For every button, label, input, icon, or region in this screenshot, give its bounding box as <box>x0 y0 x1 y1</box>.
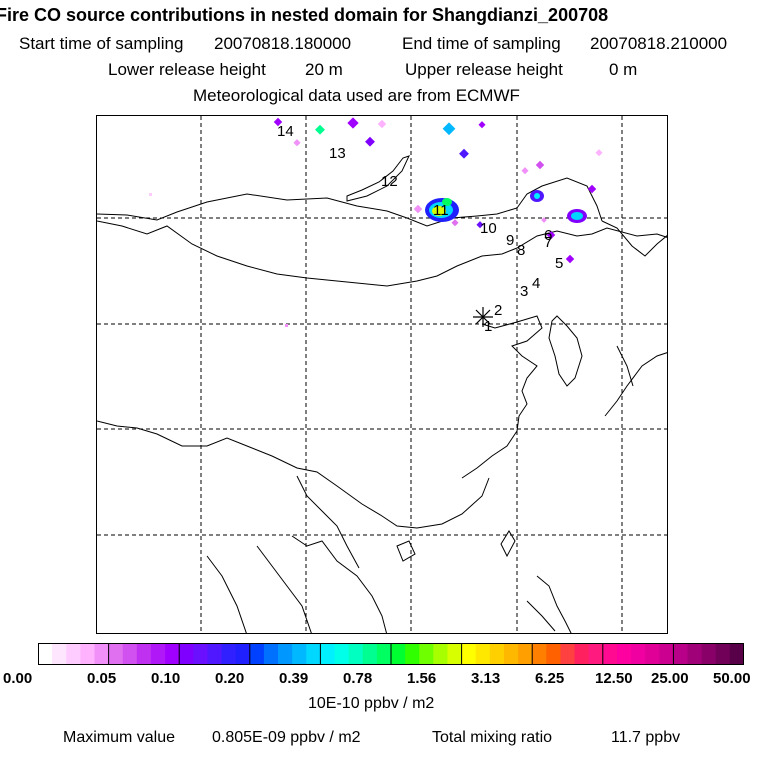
point-label: 10 <box>480 220 497 237</box>
point-label: 6 <box>544 227 553 244</box>
colorbar-swatch <box>94 643 110 665</box>
point-label: 13 <box>329 145 346 162</box>
colorbar-swatch <box>405 643 420 665</box>
colorbar-tick: 50.00 <box>713 670 751 687</box>
colorbar-swatch <box>475 643 491 665</box>
max-value: 0.805E-09 ppbv / m2 <box>212 729 361 746</box>
colorbar-swatch <box>207 643 223 665</box>
colorbar-swatch <box>687 643 703 665</box>
point-label: 8 <box>517 242 526 259</box>
colorbar-swatch <box>489 643 505 665</box>
lower-release-label: Lower release height <box>108 60 266 79</box>
map-title: Fire CO source contributions in nested d… <box>0 5 609 25</box>
coastlines-borders <box>97 155 667 633</box>
colorbar-swatch <box>532 643 547 665</box>
colorbar-swatch <box>249 643 265 665</box>
colorbar-swatch <box>645 643 660 665</box>
colorbar-swatch <box>263 643 279 665</box>
colorbar-swatch <box>659 643 674 665</box>
point-label: 12 <box>381 173 398 190</box>
colorbar-swatch <box>588 643 604 665</box>
colorbar-tick: 0.10 <box>151 670 181 687</box>
colorbar-swatch <box>376 643 392 665</box>
colorbar <box>38 643 744 665</box>
colorbar-swatch <box>602 643 618 665</box>
asterisk-icon <box>473 307 493 327</box>
point-label: 1 <box>484 318 493 335</box>
upper-release-label: Upper release height <box>405 60 563 79</box>
colorbar-swatch <box>391 643 406 665</box>
map-canvas <box>97 116 667 633</box>
colorbar-swatch <box>306 643 321 665</box>
colorbar-tick: 0.05 <box>87 670 117 687</box>
start-time-value: 20070818.180000 <box>214 34 352 53</box>
colorbar-swatch <box>320 643 336 665</box>
colorbar-swatch <box>38 643 53 665</box>
colorbar-swatch <box>729 643 744 665</box>
colorbar-swatch <box>503 643 519 665</box>
colorbar-swatch <box>560 643 576 665</box>
point-label: 11 <box>433 202 449 219</box>
point-label: 7 <box>544 234 553 251</box>
point-label: 2 <box>494 302 503 319</box>
colorbar-swatch <box>574 643 590 665</box>
met-data-line: Meteorological data used are from ECMWF <box>193 86 520 105</box>
colorbar-swatch <box>179 643 194 665</box>
colorbar-swatch <box>631 643 646 665</box>
colorbar-swatch <box>108 643 124 665</box>
colorbar-swatch <box>150 643 166 665</box>
point-label: 3 <box>520 283 529 300</box>
colorbar-tick: 6.25 <box>535 670 565 687</box>
map-panel: 1 2 3 4 5 6 7 8 9 10 11 12 13 14 <box>96 115 668 634</box>
colorbar-tick: 0.39 <box>279 670 309 687</box>
graticule <box>97 116 667 633</box>
colorbar-swatch <box>461 643 477 665</box>
colorbar-swatch <box>235 643 251 665</box>
colorbar-tick: 25.00 <box>651 670 689 687</box>
colorbar-outline <box>38 643 744 665</box>
colorbar-tick: 0.00 <box>3 670 33 687</box>
colorbar-tick: 1.56 <box>407 670 437 687</box>
start-time-label: Start time of sampling <box>19 34 184 53</box>
colorbar-swatch <box>80 643 95 665</box>
point-label: 5 <box>555 255 564 272</box>
point-label: 14 <box>277 123 294 140</box>
colorbar-swatch <box>165 643 180 665</box>
colorbar-swatch <box>673 643 689 665</box>
colorbar-swatch <box>136 643 152 665</box>
colorbar-swatch <box>348 643 364 665</box>
fire-plumes <box>149 117 603 327</box>
colorbar-swatch <box>701 643 717 665</box>
max-value-label: Maximum value <box>63 729 176 746</box>
colorbar-swatch <box>419 643 434 665</box>
colorbar-swatch <box>221 643 237 665</box>
end-time-label: End time of sampling <box>402 34 561 53</box>
colorbar-swatch <box>433 643 448 665</box>
colorbar-tick: 0.20 <box>215 670 245 687</box>
upper-release-value: 0 m <box>609 60 638 79</box>
colorbar-tick: 12.50 <box>595 670 633 687</box>
colorbar-swatch <box>616 643 632 665</box>
colorbar-tick: 0.78 <box>343 670 373 687</box>
colorbar-swatch <box>715 643 731 665</box>
point-label: 9 <box>506 232 515 249</box>
colorbar-tick: 3.13 <box>471 670 501 687</box>
colorbar-swatch <box>66 643 81 665</box>
colorbar-swatch <box>278 643 293 665</box>
point-label: 4 <box>532 275 541 292</box>
colorbar-swatch <box>362 643 378 665</box>
end-time-value: 20070818.210000 <box>590 34 728 53</box>
colorbar-swatch <box>518 643 533 665</box>
total-mixing-label: Total mixing ratio <box>432 729 553 746</box>
colorbar-swatch <box>193 643 208 665</box>
total-mixing-value: 11.7 ppbv <box>611 729 681 746</box>
colorbar-swatch <box>447 643 463 665</box>
colorbar-swatch <box>334 643 350 665</box>
colorbar-swatch <box>52 643 67 665</box>
colorbar-swatch <box>122 643 138 665</box>
lower-release-value: 20 m <box>305 60 343 79</box>
colorbar-swatch <box>546 643 561 665</box>
colorbar-swatch <box>292 643 307 665</box>
colorbar-unit: 10E-10 ppbv / m2 <box>308 695 435 712</box>
